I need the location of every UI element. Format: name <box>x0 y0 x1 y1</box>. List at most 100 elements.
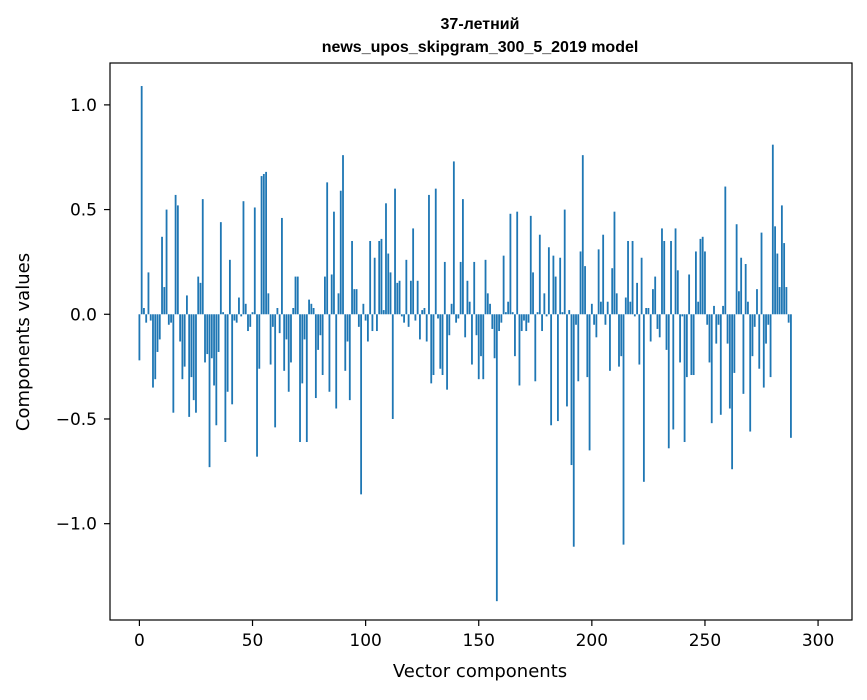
bar-71 <box>299 314 301 443</box>
bar-179 <box>543 293 546 315</box>
bar-99 <box>362 303 365 315</box>
bar-172 <box>527 314 530 323</box>
bar-262 <box>731 314 734 470</box>
bar-146 <box>468 301 471 315</box>
bar-113 <box>394 188 396 315</box>
bar-124 <box>419 314 421 340</box>
bar-81 <box>321 314 324 376</box>
bar-46 <box>242 201 245 315</box>
bar-284 <box>780 205 783 315</box>
bar-216 <box>627 240 629 315</box>
bar-36 <box>219 222 222 315</box>
bar-140 <box>455 314 458 323</box>
bar-148 <box>473 261 476 315</box>
x-tick-label: 300 <box>802 631 834 651</box>
bar-250 <box>704 251 706 315</box>
bar-165 <box>511 312 514 315</box>
bar-245 <box>692 314 695 376</box>
bar-145 <box>466 280 469 315</box>
bar-288 <box>790 314 792 438</box>
bar-53 <box>258 314 261 369</box>
bar-111 <box>389 272 392 315</box>
chart-title-line-2: news_upos_skipgram_300_5_2019 model <box>322 39 639 56</box>
bar-235 <box>670 240 672 315</box>
bar-205 <box>602 234 605 315</box>
bar-75 <box>308 299 310 315</box>
bar-269 <box>747 301 749 315</box>
bar-236 <box>672 314 675 430</box>
bar-187 <box>561 312 564 315</box>
bar-93 <box>348 314 351 401</box>
bar-70 <box>296 276 299 315</box>
bar-76 <box>310 303 313 315</box>
bar-128 <box>428 194 430 315</box>
bar-151 <box>480 314 482 357</box>
bar-132 <box>437 314 439 319</box>
bar-68 <box>292 308 295 315</box>
bar-83 <box>326 182 329 315</box>
bar-220 <box>636 282 638 315</box>
bar-157 <box>493 314 496 359</box>
bar-77 <box>312 308 315 315</box>
bar-270 <box>749 314 752 432</box>
bar-122 <box>414 314 417 321</box>
bar-12 <box>165 209 168 315</box>
bar-162 <box>504 312 507 315</box>
bar-29 <box>204 314 206 363</box>
bar-11 <box>163 287 166 315</box>
bar-118 <box>405 259 408 315</box>
bar-5 <box>149 314 152 321</box>
bar-164 <box>509 213 512 315</box>
bar-256 <box>717 314 720 325</box>
bar-154 <box>486 293 489 315</box>
bar-199 <box>588 314 591 451</box>
bar-183 <box>552 255 555 315</box>
bar-91 <box>344 314 347 371</box>
bar-114 <box>396 282 399 315</box>
bar-222 <box>640 257 643 315</box>
plot-area-frame <box>109 62 853 621</box>
bar-95 <box>353 289 356 315</box>
bar-69 <box>294 276 297 315</box>
bar-198 <box>586 314 589 378</box>
bar-257 <box>719 314 722 415</box>
bar-152 <box>482 314 485 380</box>
bar-233 <box>665 314 668 350</box>
bar-48 <box>247 314 249 332</box>
bar-200 <box>590 303 593 315</box>
bar-80 <box>319 314 322 336</box>
x-axis-ticks: 0 50 100 150 200 250 300 <box>134 620 834 651</box>
bar-130 <box>432 314 435 376</box>
bar-174 <box>532 272 534 315</box>
bar-123 <box>416 280 419 315</box>
bar-278 <box>767 314 770 325</box>
bar-271 <box>751 314 754 357</box>
bar-32 <box>210 314 213 359</box>
bar-125 <box>421 310 424 315</box>
bar-121 <box>412 228 415 315</box>
bar-40 <box>228 259 231 315</box>
bar-98 <box>360 314 363 495</box>
bar-259 <box>724 186 727 315</box>
bar-19 <box>181 314 184 380</box>
bar-277 <box>765 314 767 344</box>
bar-30 <box>206 314 209 355</box>
bar-240 <box>681 314 684 317</box>
bar-276 <box>762 314 765 388</box>
bar-143 <box>462 199 464 315</box>
bar-57 <box>267 293 270 315</box>
bar-52 <box>256 314 258 457</box>
y-tick-label: 1.0 <box>70 96 97 116</box>
bar-244 <box>690 314 693 376</box>
bar-195 <box>579 251 582 315</box>
bar-182 <box>550 314 553 426</box>
bar-251 <box>706 314 709 325</box>
bar-190 <box>568 310 571 315</box>
bar-79 <box>317 314 320 350</box>
bar-22 <box>188 314 191 417</box>
bar-129 <box>430 314 433 384</box>
bar-59 <box>271 314 274 327</box>
bar-201 <box>593 314 596 325</box>
bar-20 <box>183 314 186 367</box>
